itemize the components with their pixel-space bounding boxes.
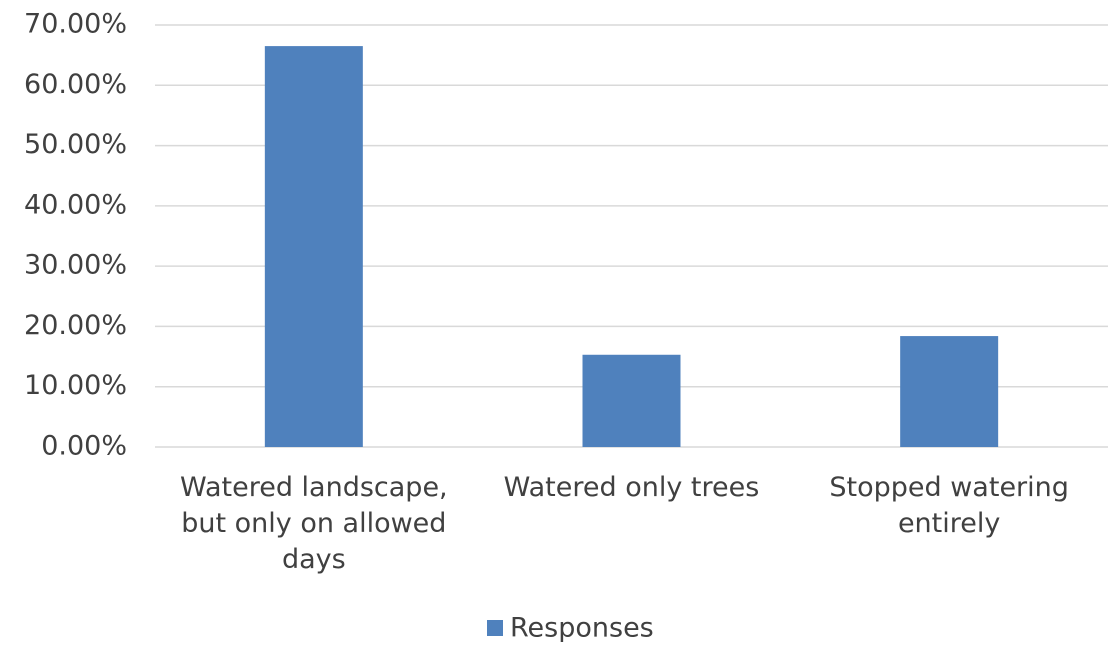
y-tick-label: 70.00% <box>24 9 127 40</box>
y-tick-label: 20.00% <box>24 310 127 341</box>
bar <box>582 354 681 447</box>
y-tick-label: 30.00% <box>24 250 127 281</box>
y-tick-label: 50.00% <box>24 129 127 160</box>
x-tick-label: Watered only trees <box>503 472 760 503</box>
legend-label: Responses <box>510 613 654 644</box>
y-tick-label: 0.00% <box>41 431 127 462</box>
bar <box>264 46 363 447</box>
x-tick-label: Watered landscape, but only on allowed d… <box>180 472 448 575</box>
bar <box>900 336 999 447</box>
y-tick-label: 60.00% <box>24 69 127 100</box>
x-tick-label: Stopped watering entirely <box>829 472 1069 539</box>
y-tick-label: 40.00% <box>24 189 127 220</box>
y-tick-label: 10.00% <box>24 370 127 401</box>
legend-swatch <box>487 620 503 636</box>
